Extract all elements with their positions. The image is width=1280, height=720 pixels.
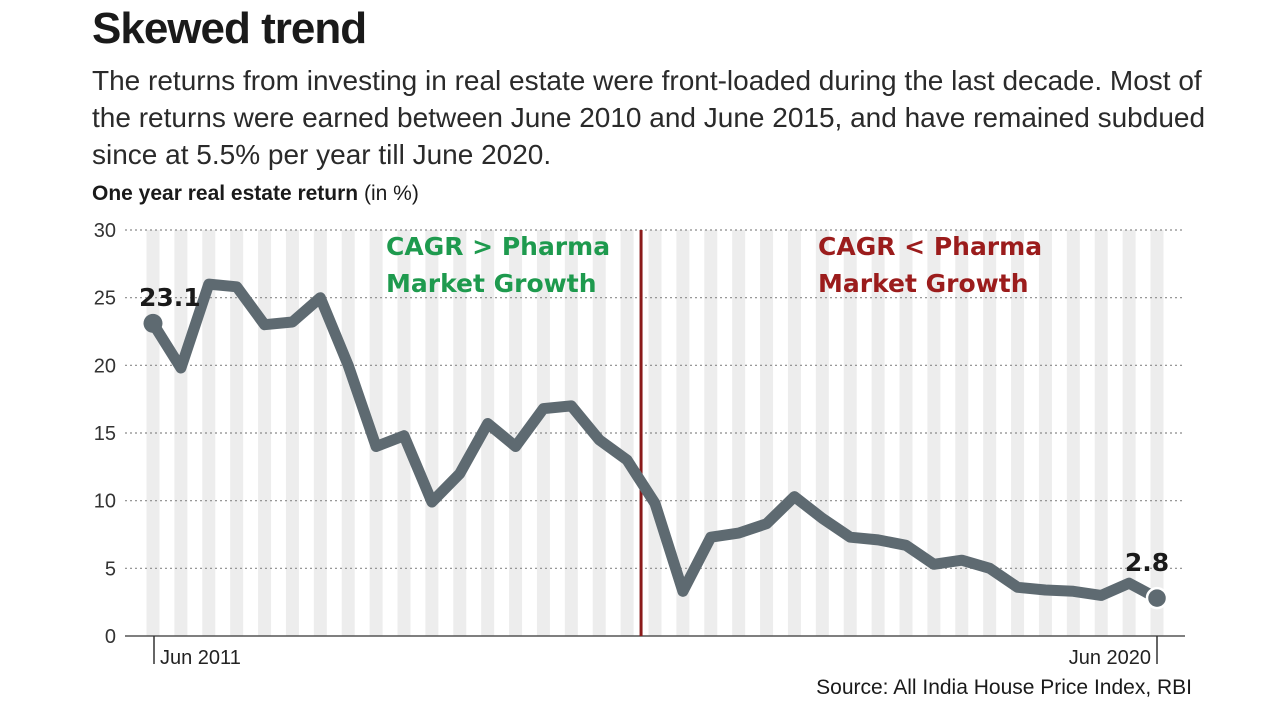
background-stripe	[815, 230, 829, 636]
labels-layer: CAGR > Pharma Market Growth CAGR < Pharma M…	[139, 232, 1169, 577]
y-tick-label: 0	[105, 626, 116, 648]
background-stripe	[732, 230, 746, 636]
background-stripe	[202, 230, 216, 636]
chart-subtitle: The returns from investing in real estat…	[92, 65, 1206, 170]
background-stripe	[536, 230, 550, 636]
axes: Jun 2011 Jun 2020	[125, 635, 1185, 669]
left-zone-label-line1: CAGR > Pharma	[386, 232, 610, 261]
chart-title: Skewed trend	[92, 4, 367, 53]
y-tick-label: 25	[94, 288, 116, 310]
y-tick-label: 10	[94, 491, 116, 513]
background-stripe	[1011, 230, 1025, 636]
end-value-label: 2.8	[1125, 548, 1169, 577]
left-zone-label-line2: Market Growth	[386, 269, 597, 298]
background-stripe	[453, 230, 467, 636]
y-axis-title: One year real estate return (in %)	[92, 182, 419, 206]
background-stripe	[285, 230, 299, 636]
y-tick-label: 30	[94, 220, 116, 242]
background-stripe	[1122, 230, 1136, 636]
x-tick-label: Jun 2020	[1069, 647, 1151, 669]
background-stripe	[1066, 230, 1080, 636]
x-tick-label: Jun 2011	[160, 647, 241, 669]
right-zone-label-line1: CAGR < Pharma	[818, 232, 1042, 261]
y-tick-label: 15	[94, 423, 116, 445]
y-axis-title-main: One year real estate return	[92, 182, 359, 205]
series-line	[147, 278, 1163, 604]
source-note: Source: All India House Price Index, RBI	[816, 676, 1192, 699]
background-stripe	[676, 230, 690, 636]
end-marker	[1145, 586, 1169, 610]
start-marker	[143, 313, 163, 333]
background-stripe	[983, 230, 997, 636]
background-stripe	[258, 230, 272, 636]
right-zone-label-line2: Market Growth	[818, 269, 1029, 298]
start-value-label: 23.1	[139, 283, 201, 312]
background-stripe	[341, 230, 355, 636]
y-tick-label: 20	[94, 355, 116, 377]
background-stripe	[927, 230, 941, 636]
background-stripes	[146, 230, 1164, 636]
y-tick-label: 5	[105, 558, 116, 580]
y-axis-ticks: 0 5 10 15 20 25 30	[94, 220, 116, 648]
background-stripe	[620, 230, 634, 636]
series-layer	[143, 278, 1169, 610]
y-axis-title-unit: (in %)	[358, 182, 419, 205]
background-stripe	[787, 230, 801, 636]
